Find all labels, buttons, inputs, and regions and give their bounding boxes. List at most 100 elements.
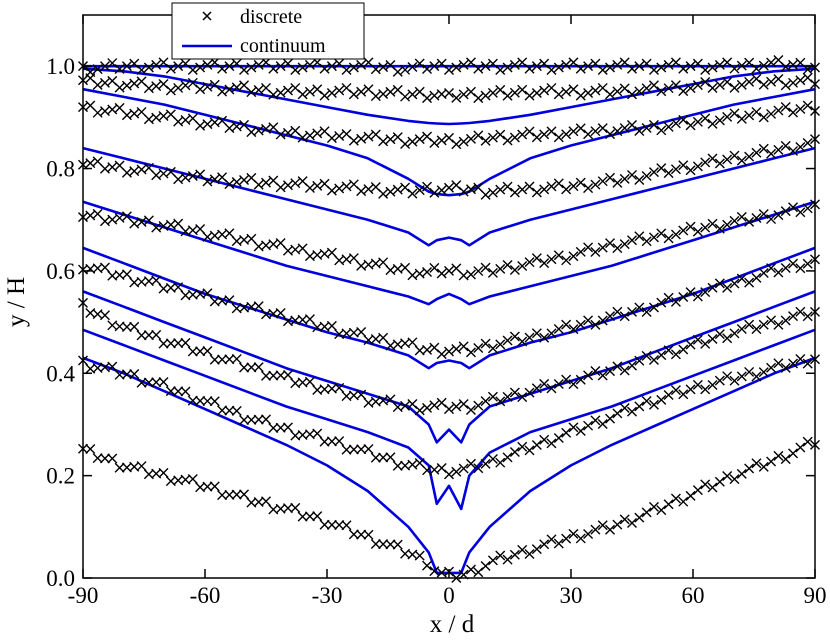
discrete-point <box>575 177 586 188</box>
discrete-point <box>583 529 594 540</box>
discrete-point <box>385 539 396 550</box>
discrete-point <box>326 61 337 72</box>
discrete-point <box>561 533 572 544</box>
discrete-point <box>480 90 491 101</box>
discrete-point <box>231 489 242 500</box>
discrete-point <box>136 330 147 341</box>
discrete-point <box>209 354 220 365</box>
discrete-point <box>92 80 103 91</box>
discrete-point <box>326 247 337 258</box>
discrete-point <box>509 87 520 98</box>
discrete-point <box>700 113 711 124</box>
discrete-point <box>465 564 476 575</box>
discrete-point <box>788 258 799 269</box>
discrete-point <box>524 257 535 268</box>
discrete-point <box>348 444 359 455</box>
discrete-point <box>436 349 447 360</box>
discrete-point <box>780 454 791 465</box>
discrete-point <box>700 77 711 88</box>
discrete-point <box>802 258 813 269</box>
discrete-point <box>583 61 594 72</box>
discrete-point <box>378 332 389 343</box>
discrete-point <box>480 135 491 146</box>
discrete-point <box>722 333 733 344</box>
discrete-point <box>400 64 411 75</box>
discrete-point <box>517 129 528 140</box>
discrete-point <box>180 337 191 348</box>
discrete-point <box>517 392 528 403</box>
discrete-point <box>165 338 176 349</box>
discrete-point <box>568 324 579 335</box>
discrete-point <box>539 434 550 445</box>
discrete-point <box>758 319 769 330</box>
discrete-point <box>151 59 162 70</box>
discrete-point <box>224 84 235 95</box>
discrete-point <box>231 177 242 188</box>
discrete-point <box>612 59 623 70</box>
discrete-point <box>502 391 513 402</box>
discrete-point <box>378 539 389 550</box>
discrete-point <box>422 181 433 192</box>
discrete-point <box>451 62 462 73</box>
discrete-point <box>553 433 564 444</box>
discrete-point <box>766 214 777 225</box>
discrete-point <box>802 436 813 447</box>
discrete-point <box>136 377 147 388</box>
discrete-point <box>114 82 125 93</box>
discrete-point <box>736 211 747 222</box>
discrete-point <box>165 63 176 74</box>
discrete-point <box>297 243 308 254</box>
discrete-point <box>341 181 352 192</box>
discrete-point <box>268 370 279 381</box>
discrete-point <box>370 91 381 102</box>
discrete-point <box>751 212 762 223</box>
discrete-point <box>648 80 659 91</box>
discrete-point <box>678 114 689 125</box>
discrete-point <box>385 186 396 197</box>
discrete-point <box>326 185 337 196</box>
discrete-point <box>99 453 110 464</box>
discrete-point <box>195 395 206 406</box>
discrete-point <box>465 458 476 469</box>
discrete-point <box>465 404 476 415</box>
discrete-point <box>619 365 630 376</box>
discrete-point <box>692 379 703 390</box>
discrete-point <box>648 302 659 313</box>
discrete-point <box>678 344 689 355</box>
discrete-point <box>766 315 777 326</box>
discrete-point <box>663 121 674 132</box>
discrete-series <box>78 354 820 480</box>
discrete-point <box>319 63 330 74</box>
discrete-point <box>502 181 513 192</box>
discrete-point <box>385 394 396 405</box>
discrete-point <box>758 461 769 472</box>
discrete-point <box>788 77 799 88</box>
discrete-point <box>736 60 747 71</box>
discrete-point <box>707 282 718 293</box>
discrete-point <box>239 65 250 76</box>
discrete-point <box>553 89 564 100</box>
discrete-point <box>641 307 652 318</box>
discrete-point <box>751 73 762 84</box>
discrete-point <box>217 86 228 97</box>
discrete-point <box>597 65 608 76</box>
discrete-point <box>99 310 110 321</box>
discrete-point <box>458 186 469 197</box>
discrete-point <box>802 311 813 322</box>
discrete-point <box>502 452 513 463</box>
discrete-point <box>729 375 740 386</box>
discrete-point <box>619 173 630 184</box>
discrete-point <box>217 490 228 501</box>
discrete-point <box>561 59 572 70</box>
discrete-point <box>788 202 799 213</box>
discrete-point <box>670 229 681 240</box>
discrete-point <box>590 126 601 137</box>
discrete-point <box>158 338 169 349</box>
discrete-point <box>802 203 813 214</box>
discrete-point <box>151 275 162 286</box>
discrete-point <box>151 377 162 388</box>
discrete-point <box>766 456 777 467</box>
discrete-point <box>509 447 520 458</box>
discrete-point <box>275 61 286 72</box>
discrete-point <box>656 86 667 97</box>
